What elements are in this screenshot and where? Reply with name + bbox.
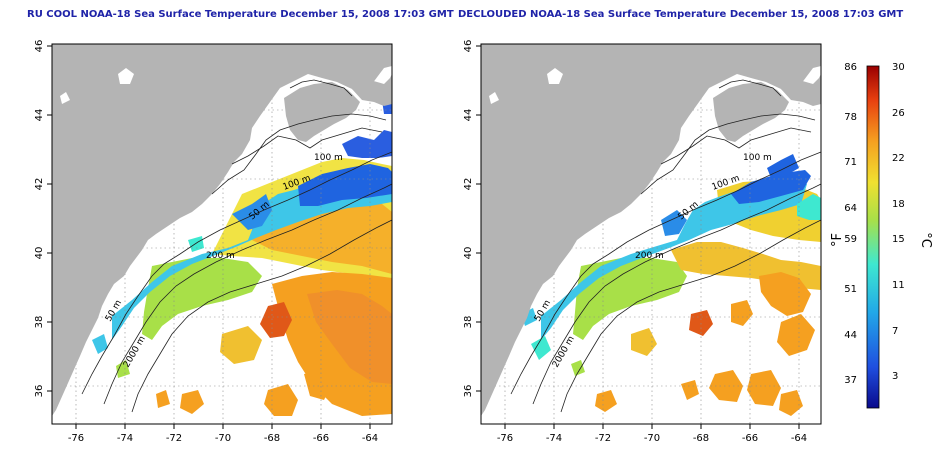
map-title-right: DECLOUDED NOAA-18 Sea Surface Temperatur… (458, 9, 904, 20)
x-tick-label: -64 (362, 433, 378, 444)
colorbar-unit-left: °F (830, 233, 845, 247)
sst-field-right (521, 154, 821, 416)
contour-label: 200 m (206, 251, 235, 261)
tick-marks-right (476, 45, 800, 429)
sst-field-left (92, 96, 392, 416)
y-tick-label: 44 (34, 109, 45, 122)
colorbar-c-tick: 3 (892, 371, 898, 382)
x-axis-ticks-left: -76 -74 -72 -70 -68 -66 -64 (68, 433, 378, 444)
x-tick-label: -72 (166, 433, 182, 444)
x-tick-label: -70 (215, 433, 231, 444)
colorbar-f-tick: 86 (844, 62, 857, 73)
colorbar-f-tick: 78 (844, 112, 857, 123)
y-axis-ticks-right: 46 44 42 40 38 36 (463, 40, 474, 398)
map-title-left: RU COOL NOAA-18 Sea Surface Temperature … (27, 9, 454, 20)
y-tick-label: 40 (463, 247, 474, 260)
x-tick-label: -76 (68, 433, 84, 444)
colorbar-c-tick: 26 (892, 108, 905, 119)
colorbar-c-tick: 30 (892, 62, 905, 73)
x-tick-label: -66 (742, 433, 758, 444)
colorbar-c-tick: 11 (892, 280, 905, 291)
map-frame-right (480, 43, 822, 425)
colorbar: 86 78 71 64 59 51 44 37 30 26 22 18 15 1… (830, 62, 933, 409)
colorbar-f-tick: 37 (844, 375, 857, 386)
map-frame-left (51, 43, 393, 425)
y-tick-label: 36 (34, 385, 45, 398)
x-tick-label: -66 (313, 433, 329, 444)
colorbar-f-tick: 71 (844, 157, 857, 168)
colorbar-fahrenheit-ticks: 86 78 71 64 59 51 44 37 (844, 62, 857, 386)
x-tick-label: -68 (264, 433, 280, 444)
x-tick-label: -72 (595, 433, 611, 444)
y-tick-label: 38 (34, 316, 45, 329)
x-tick-label: -68 (693, 433, 709, 444)
y-axis-ticks-left: 46 44 42 40 38 36 (34, 40, 45, 398)
y-tick-label: 42 (34, 178, 45, 191)
tick-marks-left (47, 45, 371, 429)
colorbar-c-tick: 18 (892, 199, 905, 210)
contour-label: 200 m (635, 251, 664, 261)
x-tick-label: -64 (791, 433, 807, 444)
x-tick-label: -74 (546, 433, 562, 444)
colorbar-f-tick: 51 (844, 284, 857, 295)
x-tick-label: -70 (644, 433, 660, 444)
map-panel-right: 100 m 100 m 50 m 200 m 50 m 2000 m -76 -… (463, 40, 822, 444)
colorbar-f-tick: 64 (844, 203, 857, 214)
colorbar-c-tick: 15 (892, 234, 905, 245)
map-panel-left: 100 m 100 m 50 m 200 m 50 m 2000 m -76 -… (34, 40, 393, 444)
colorbar-unit-right: °C (918, 232, 933, 248)
colorbar-c-tick: 7 (892, 326, 898, 337)
y-tick-label: 46 (34, 40, 45, 53)
colorbar-c-tick: 22 (892, 153, 905, 164)
contour-label: 100 m (743, 153, 772, 163)
colorbar-celsius-ticks: 30 26 22 18 15 11 7 3 (892, 62, 905, 382)
y-tick-label: 44 (463, 109, 474, 122)
y-tick-label: 38 (463, 316, 474, 329)
y-tick-label: 42 (463, 178, 474, 191)
contour-label: 100 m (314, 153, 343, 163)
x-axis-ticks-right: -76 -74 -72 -70 -68 -66 -64 (497, 433, 807, 444)
colorbar-f-tick: 59 (844, 234, 857, 245)
y-tick-label: 36 (463, 385, 474, 398)
colorbar-f-tick: 44 (844, 330, 857, 341)
colorbar-gradient (866, 65, 880, 409)
y-tick-label: 46 (463, 40, 474, 53)
y-tick-label: 40 (34, 247, 45, 260)
x-tick-label: -76 (497, 433, 513, 444)
x-tick-label: -74 (117, 433, 133, 444)
